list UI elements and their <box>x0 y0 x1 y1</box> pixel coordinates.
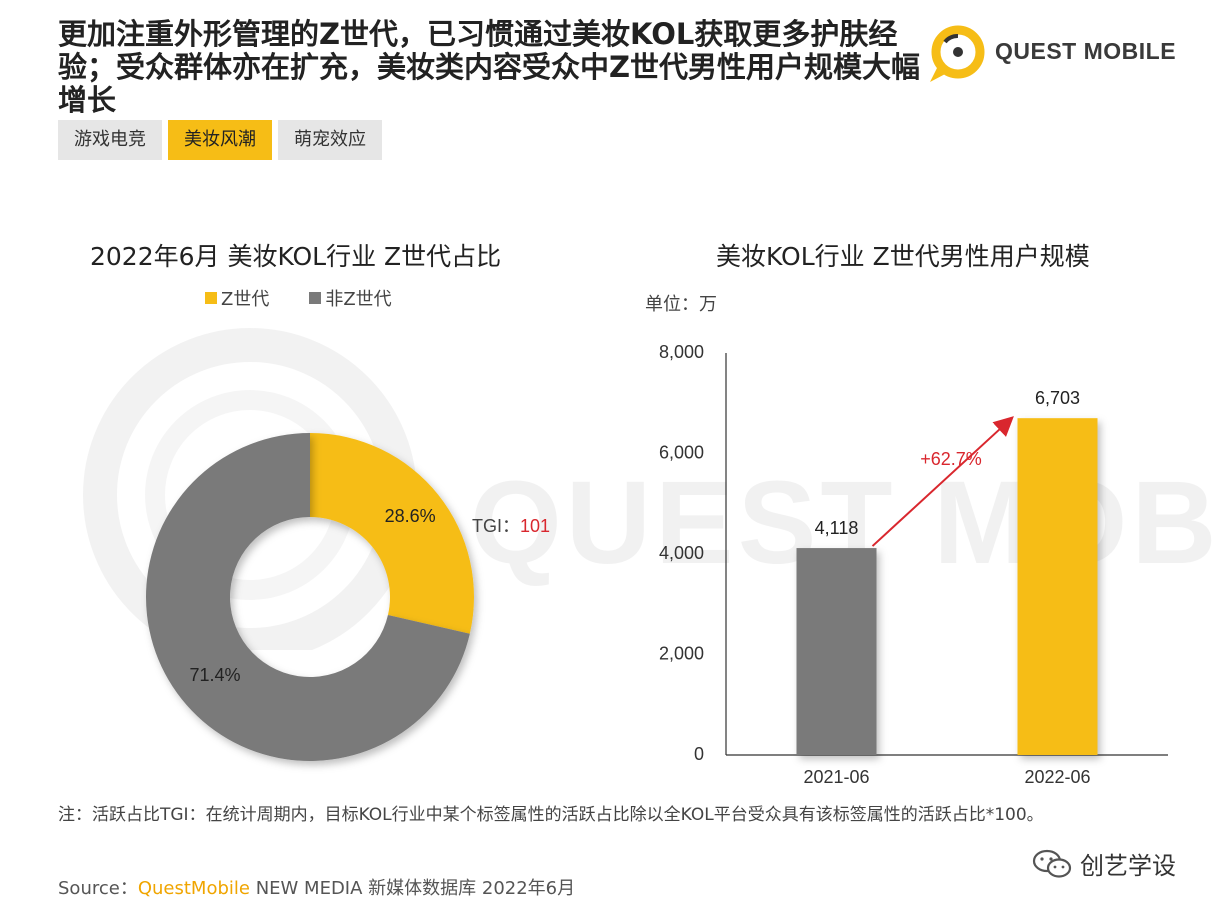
legend-label-non-gen-z: 非Z世代 <box>325 289 392 310</box>
y-tick-label: 4,000 <box>659 543 704 563</box>
legend-label-gen-z: Z世代 <box>221 289 270 310</box>
tgi-value: 101 <box>520 516 550 536</box>
donut-legend: Z世代 非Z世代 <box>205 285 392 311</box>
source-line: Source：QuestMobile NEW MEDIA 新媒体数据库 2022… <box>58 874 575 900</box>
bar-chart-title: 美妆KOL行业 Z世代男性用户规模 <box>716 242 1090 271</box>
y-tick-label: 0 <box>694 744 704 764</box>
legend-swatch-non-gen-z <box>309 292 322 304</box>
tab-pets[interactable]: 萌宠效应 <box>278 120 382 160</box>
wechat-badge: 创艺学设 <box>1032 846 1176 881</box>
legend-swatch-gen-z <box>205 292 217 304</box>
x-tick-label: 2021-06 <box>803 767 869 787</box>
bar-unit-label: 单位：万 <box>645 294 717 315</box>
donut-chart-title: 2022年6月 美妆KOL行业 Z世代占比 <box>90 242 502 271</box>
bar-value-label: 4,118 <box>815 518 859 538</box>
legend-item-gen-z: Z世代 <box>205 285 269 311</box>
source-brand: QuestMobile <box>137 878 250 899</box>
logo-icon <box>930 25 985 82</box>
legend-item-non-gen-z: 非Z世代 <box>309 285 392 311</box>
page-title: 更加注重外形管理的Z世代，已习惯通过美妆KOL获取更多护肤经验；受众群体亦在扩充… <box>58 17 921 117</box>
bar-value-label: 6,703 <box>1035 388 1080 408</box>
donut-slice-gen-z <box>310 433 474 634</box>
tab-beauty[interactable]: 美妆风潮 <box>168 120 272 160</box>
logo-text: QUEST MOBILE <box>995 38 1177 64</box>
footnote: 注：活跃占比TGI：在统计周期内，目标KOL行业中某个标签属性的活跃占比除以全K… <box>58 805 1044 825</box>
tgi-annotation: TGI：101 <box>472 516 550 536</box>
growth-arrow <box>871 416 1014 547</box>
source-rest: NEW MEDIA 新媒体数据库 2022年6月 <box>249 878 576 899</box>
source-prefix: Source： <box>58 878 138 899</box>
wechat-label: 创艺学设 <box>1080 852 1176 880</box>
tgi-prefix: TGI： <box>472 516 520 536</box>
wechat-icon <box>1032 849 1072 878</box>
bar-2022-06 <box>1017 418 1098 755</box>
donut-label-gen-z: 28.6% <box>385 506 436 526</box>
category-tabs: 游戏电竞 美妆风潮 萌宠效应 <box>58 120 382 160</box>
growth-label: +62.7% <box>920 449 982 469</box>
tab-gaming[interactable]: 游戏电竞 <box>58 120 162 160</box>
y-tick-label: 8,000 <box>659 342 704 362</box>
donut-label-non-gen-z: 71.4% <box>189 665 240 685</box>
y-tick-label: 6,000 <box>659 442 704 462</box>
donut-slice-non-gen-z <box>145 433 470 761</box>
x-tick-label: 2022-06 <box>1024 767 1090 787</box>
quest-mobile-logo <box>930 25 985 82</box>
bar-2021-06 <box>796 548 877 755</box>
y-tick-label: 2,000 <box>659 643 704 663</box>
